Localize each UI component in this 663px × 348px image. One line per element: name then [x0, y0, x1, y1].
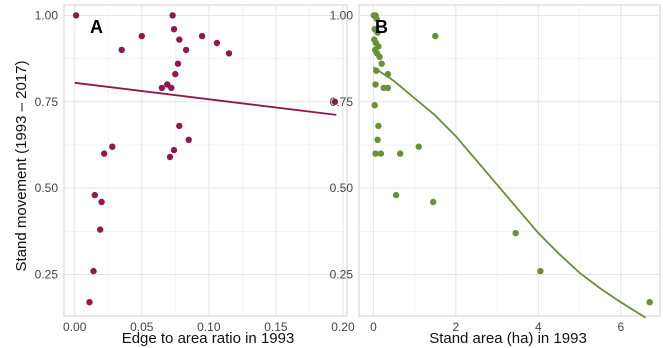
data-point: [373, 15, 380, 22]
data-point: [376, 53, 383, 60]
data-point: [168, 84, 175, 92]
x-tick-label: 0.20: [331, 320, 355, 334]
panel-a-points: [72, 12, 339, 306]
data-point: [384, 84, 392, 92]
data-point: [374, 29, 381, 36]
panel-b-ticks: 0 2 4 6 0.25 0.50 0.75 1.00: [330, 8, 625, 334]
x-tick-label: 6: [617, 320, 624, 334]
data-point: [166, 153, 174, 161]
trend-line: [372, 66, 647, 319]
panel-b-label: B: [375, 17, 388, 37]
data-point: [109, 143, 116, 150]
data-point: [377, 150, 385, 157]
data-point: [384, 70, 392, 78]
data-point: [170, 26, 178, 33]
panel-a-ticks: 0.00 0.05 0.10 0.15 0.20 0.25 0.50 0.75 1.00: [35, 8, 355, 334]
data-point: [372, 150, 379, 157]
panel-a-label: A: [90, 17, 103, 37]
data-point: [432, 32, 439, 40]
data-point: [331, 98, 339, 106]
data-point: [118, 46, 125, 54]
data-point: [375, 122, 382, 130]
x-tick-label: 0.10: [197, 320, 221, 334]
data-point: [537, 267, 544, 275]
panel-a: 0.00 0.05 0.10 0.15 0.20 0.25 0.50 0.75 1.00 A E…: [35, 4, 355, 347]
panel-a-trend: [74, 81, 337, 116]
data-point: [225, 50, 233, 57]
panel-a-x-axis-title: Edge to area ratio in 1993: [122, 330, 295, 347]
data-point: [86, 299, 93, 306]
x-tick-label: 0.00: [63, 320, 87, 334]
data-point: [169, 12, 176, 19]
y-tick-label: 0.25: [35, 268, 59, 282]
data-point: [372, 81, 379, 88]
y-tick-label: 0.75: [35, 95, 59, 109]
y-tick-label: 0.50: [330, 181, 354, 195]
data-point: [373, 67, 380, 74]
data-point: [397, 150, 404, 157]
data-point: [374, 136, 381, 143]
panel-b-grid: [359, 5, 660, 316]
x-tick-label: 0.15: [264, 320, 288, 334]
data-point: [138, 32, 145, 40]
data-point: [371, 102, 378, 109]
trend-line: [74, 81, 337, 116]
data-point: [430, 198, 437, 206]
y-tick-label: 1.00: [35, 8, 59, 22]
data-point: [91, 191, 99, 199]
data-point: [646, 299, 653, 306]
data-point: [172, 70, 179, 78]
x-tick-label: 0.05: [130, 320, 154, 334]
data-point: [98, 198, 105, 206]
data-point: [90, 267, 97, 275]
data-point: [198, 32, 206, 40]
data-point: [176, 122, 183, 130]
data-point: [72, 12, 80, 19]
data-point: [182, 46, 190, 54]
y-tick-label: 0.75: [330, 95, 354, 109]
data-point: [415, 143, 422, 150]
y-tick-label: 0.25: [330, 268, 354, 282]
data-point: [176, 36, 183, 43]
x-tick-label: 4: [535, 320, 542, 334]
y-tick-label: 0.50: [35, 181, 59, 195]
data-point: [174, 60, 182, 67]
x-tick-label: 0: [370, 320, 377, 334]
data-point: [158, 84, 166, 92]
data-point: [170, 146, 178, 154]
panel-b-trend: [372, 66, 647, 319]
panel-b-background: [358, 4, 661, 317]
y-axis-title: Stand movement (1993 – 2017): [13, 61, 30, 272]
panel-a-background: [63, 4, 348, 317]
data-point: [213, 39, 221, 47]
data-point: [97, 226, 104, 233]
panel-b-x-axis-title: Stand area (ha) in 1993: [429, 330, 587, 347]
data-point: [512, 229, 519, 237]
x-tick-label: 2: [453, 320, 460, 334]
data-point: [378, 60, 385, 67]
panel-b: 0 2 4 6 0.25 0.50 0.75 1.00 B Stand area (ha) i…: [330, 4, 661, 347]
data-point: [185, 136, 192, 143]
panel-b-points: [370, 12, 653, 306]
data-point: [392, 191, 400, 199]
data-point: [101, 150, 108, 157]
y-tick-label: 1.00: [330, 8, 354, 22]
